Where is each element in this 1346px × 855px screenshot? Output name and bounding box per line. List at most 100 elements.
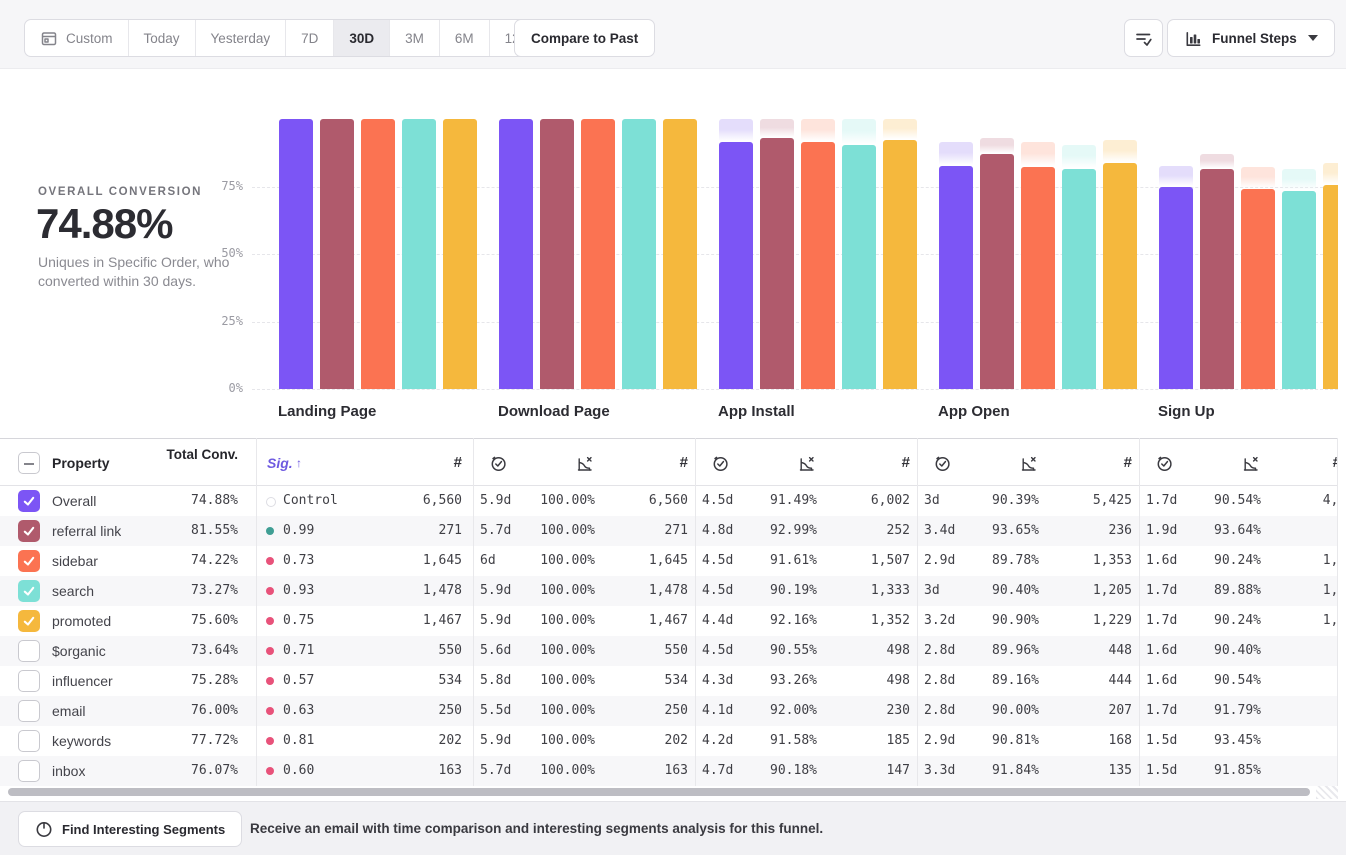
step-rate-4: 90.54% bbox=[1214, 493, 1261, 508]
table-row-inbox: inbox 76.07% 0.60 163 5.7d 100.00% 163 4.7d 90.1… bbox=[0, 756, 1346, 786]
select-all-checkbox[interactable] bbox=[18, 452, 40, 474]
bar-dropoff-promoted-2 bbox=[883, 119, 917, 141]
step-count-3: 448 bbox=[1108, 643, 1132, 658]
bar-dropoff-search-3 bbox=[1062, 145, 1096, 169]
bar-Overall-0[interactable] bbox=[279, 119, 313, 389]
significance-dot bbox=[266, 707, 274, 715]
time-column-header-2[interactable] bbox=[933, 454, 952, 473]
find-interesting-segments-button[interactable]: Find Interesting Segments bbox=[18, 811, 243, 847]
bar-Overall-2[interactable] bbox=[719, 141, 753, 389]
bar-search-1[interactable] bbox=[622, 119, 656, 389]
bar-Overall-1[interactable] bbox=[499, 119, 533, 389]
bar-sidebar-0[interactable] bbox=[361, 119, 395, 389]
bar-promoted-1[interactable] bbox=[663, 119, 697, 389]
range-yesterday[interactable]: Yesterday bbox=[196, 20, 287, 56]
step-count-1: 6,560 bbox=[648, 493, 688, 508]
row-checkbox-Overall[interactable] bbox=[18, 490, 40, 512]
step-count-1: 1,467 bbox=[648, 613, 688, 628]
significance-dot bbox=[266, 557, 274, 565]
range-3m[interactable]: 3M bbox=[390, 20, 440, 56]
table-row-promoted: promoted 75.60% 0.75 1,467 5.9d 100.00% 1,467 4… bbox=[0, 606, 1346, 636]
bar-sidebar-2[interactable] bbox=[801, 141, 835, 389]
bar-promoted-0[interactable] bbox=[443, 119, 477, 389]
bar-sidebar-3[interactable] bbox=[1021, 166, 1055, 389]
step-time-2: 4.1d bbox=[702, 703, 734, 718]
total-conv-header[interactable]: Total Conv. bbox=[166, 447, 239, 462]
time-column-header-3[interactable] bbox=[1155, 454, 1174, 473]
step-rate-4: 93.64% bbox=[1214, 523, 1261, 538]
total-conversion-value: 73.64% bbox=[191, 643, 238, 658]
bar-promoted-3[interactable] bbox=[1103, 162, 1137, 389]
bar-Overall-4[interactable] bbox=[1159, 186, 1193, 389]
step-rate-3: 89.96% bbox=[992, 643, 1039, 658]
count-column-header-1[interactable]: # bbox=[679, 454, 688, 471]
property-label: sidebar bbox=[52, 553, 98, 569]
rate-column-header-3[interactable] bbox=[1241, 454, 1260, 473]
time-to-convert-icon bbox=[1157, 456, 1172, 472]
compare-to-past-button[interactable]: Compare to Past bbox=[514, 19, 656, 57]
row-checkbox-keywords[interactable] bbox=[18, 730, 40, 752]
bar-Overall-3[interactable] bbox=[939, 165, 973, 389]
bar-referral-link-2[interactable] bbox=[760, 137, 794, 389]
range-custom[interactable]: Custom bbox=[25, 20, 129, 56]
count-column-header-2[interactable]: # bbox=[901, 454, 910, 471]
bar-sidebar-1[interactable] bbox=[581, 119, 615, 389]
significance-value: 0.75 bbox=[283, 613, 315, 628]
column-divider-3 bbox=[917, 438, 918, 786]
row-checkbox-referral-link[interactable] bbox=[18, 520, 40, 542]
step-time-3: 2.9d bbox=[924, 733, 956, 748]
bar-promoted-2[interactable] bbox=[883, 140, 917, 389]
step-rate-1: 100.00% bbox=[540, 763, 595, 778]
row-checkbox-$organic[interactable] bbox=[18, 640, 40, 662]
time-column-header-0[interactable] bbox=[489, 454, 508, 473]
row-checkbox-promoted[interactable] bbox=[18, 610, 40, 632]
rate-column-header-2[interactable] bbox=[1019, 454, 1038, 473]
chart-type-dropdown[interactable]: Funnel Steps bbox=[1167, 19, 1335, 57]
time-column-header-1[interactable] bbox=[711, 454, 730, 473]
count-column-header-0[interactable]: # bbox=[453, 454, 462, 471]
row-checkbox-influencer[interactable] bbox=[18, 670, 40, 692]
property-label: Overall bbox=[52, 493, 97, 509]
step-time-4: 1.5d bbox=[1146, 733, 1178, 748]
bar-referral-link-3[interactable] bbox=[980, 153, 1014, 389]
row-checkbox-inbox[interactable] bbox=[18, 760, 40, 782]
list-options-button[interactable] bbox=[1124, 19, 1163, 57]
chart-type-label: Funnel Steps bbox=[1212, 30, 1297, 46]
bar-dropoff-referral-link-2 bbox=[760, 119, 794, 138]
step-time-2: 4.5d bbox=[702, 553, 734, 568]
range-6m[interactable]: 6M bbox=[440, 20, 490, 56]
bar-referral-link-4[interactable] bbox=[1200, 168, 1234, 389]
rate-column-header-1[interactable] bbox=[797, 454, 816, 473]
bar-search-3[interactable] bbox=[1062, 168, 1096, 389]
range-today[interactable]: Today bbox=[129, 20, 196, 56]
step-time-3: 3.4d bbox=[924, 523, 956, 538]
row-checkbox-email[interactable] bbox=[18, 700, 40, 722]
sort-ascending-icon: ↑ bbox=[296, 456, 302, 470]
range-30d[interactable]: 30D bbox=[334, 20, 391, 56]
bar-search-0[interactable] bbox=[402, 119, 436, 389]
range-7d[interactable]: 7D bbox=[286, 20, 335, 56]
count-column-header-3[interactable]: # bbox=[1123, 454, 1132, 471]
bar-referral-link-1[interactable] bbox=[540, 119, 574, 389]
funnel-steps-chart-icon bbox=[1184, 29, 1203, 48]
rate-column-header-0[interactable] bbox=[575, 454, 594, 473]
significance-dot bbox=[266, 617, 274, 625]
significance-value: 0.81 bbox=[283, 733, 315, 748]
horizontal-scrollbar[interactable] bbox=[8, 788, 1310, 796]
row-checkbox-sidebar[interactable] bbox=[18, 550, 40, 572]
bar-search-4[interactable] bbox=[1282, 191, 1316, 389]
step-time-4: 1.7d bbox=[1146, 493, 1178, 508]
step-count-3: 1,205 bbox=[1092, 583, 1132, 598]
row-checkbox-search[interactable] bbox=[18, 580, 40, 602]
property-header[interactable]: Property bbox=[52, 455, 110, 471]
bar-sidebar-4[interactable] bbox=[1241, 188, 1275, 389]
step-count-0: 250 bbox=[438, 703, 462, 718]
count-column-header-4[interactable]: # bbox=[1311, 439, 1341, 487]
bar-referral-link-0[interactable] bbox=[320, 119, 354, 389]
range-label: Custom bbox=[66, 30, 113, 46]
step-label-3: App Open bbox=[938, 403, 1010, 420]
bar-search-2[interactable] bbox=[842, 145, 876, 389]
sig-header[interactable]: Sig. bbox=[267, 455, 293, 471]
step-rate-3: 90.39% bbox=[992, 493, 1039, 508]
